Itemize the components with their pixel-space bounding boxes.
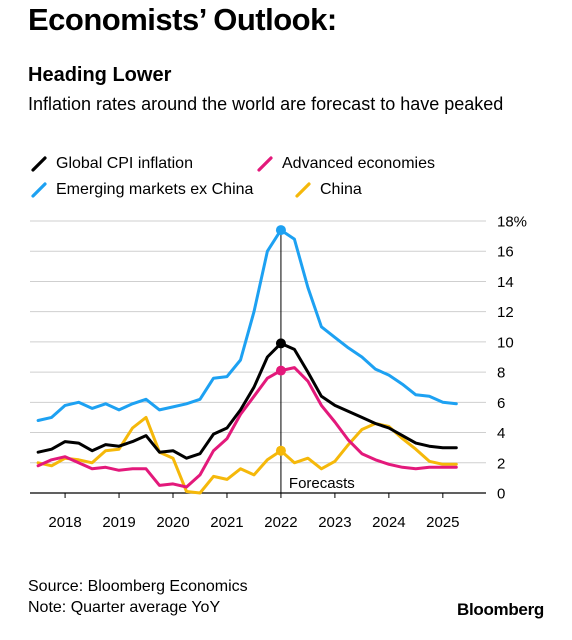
- x-tick-label: 2018: [48, 514, 81, 531]
- legend-item-emerging: Emerging markets ex China: [30, 181, 253, 199]
- y-axis: 18% 16 14 12 10 8 6 4 2 0: [497, 214, 527, 503]
- x-tick-label: 2019: [102, 514, 135, 531]
- y-tick-label: 0: [497, 486, 505, 503]
- x-axis: 2018 2019 2020 2021 2022 2023 2024 2025: [48, 493, 460, 531]
- y-tick-label: 16: [497, 244, 514, 261]
- y-tick-label: 4: [497, 425, 505, 442]
- grid-layer: [30, 220, 486, 494]
- headline: Economists’ Outlook:: [28, 2, 337, 37]
- legend-item-global: Global CPI inflation: [30, 155, 193, 173]
- forecast-divider: Forecasts: [280, 229, 355, 493]
- legend-item-advanced: Advanced economies: [256, 155, 435, 173]
- legend-swatch-global-line: [31, 156, 47, 172]
- x-tick-label: 2020: [156, 514, 189, 531]
- legend-swatch-emerging: [31, 182, 47, 198]
- legend-item-china: China: [294, 181, 362, 199]
- source-note: Source: Bloomberg Economics Note: Quarte…: [28, 576, 248, 618]
- y-tick-label: 6: [497, 395, 505, 412]
- peak-marker-advanced-economies: [275, 365, 286, 376]
- chart-subtitle: Inflation rates around the world are for…: [28, 94, 504, 114]
- legend-label-advanced: Advanced economies: [282, 155, 435, 172]
- legend-label-emerging: Emerging markets ex China: [56, 181, 254, 198]
- y-tick-label: 18%: [497, 214, 527, 231]
- x-tick-label: 2024: [372, 514, 405, 531]
- source-text: Source: Bloomberg Economics: [28, 578, 248, 595]
- legend-swatch-emerging-line: [31, 182, 47, 198]
- legend-swatch-china-line: [295, 182, 311, 198]
- peak-marker-china: [275, 445, 286, 456]
- legend-label-china: China: [320, 181, 362, 198]
- legend-label-global: Global CPI inflation: [56, 155, 193, 172]
- marker-layer: [275, 225, 286, 456]
- x-tick-label: 2025: [426, 514, 459, 531]
- forecast-annotation: Forecasts: [289, 475, 355, 492]
- y-tick-label: 14: [497, 274, 514, 291]
- x-tick-label: 2023: [318, 514, 351, 531]
- series-line-emerging-markets-ex-china: [36, 228, 458, 422]
- bloomberg-logo: Bloomberg: [456, 600, 544, 619]
- chart-title: Heading Lower: [28, 64, 172, 86]
- note-text: Note: Quarter average YoY: [28, 599, 221, 616]
- y-tick-label: 2: [497, 455, 505, 472]
- legend-swatch-advanced-line: [257, 156, 273, 172]
- y-tick-label: 12: [497, 304, 514, 321]
- x-tick-label: 2021: [210, 514, 243, 531]
- peak-marker-emerging-markets-ex-china: [275, 225, 286, 236]
- series-line-global-cpi-inflation: [36, 341, 458, 460]
- series-line-china: [36, 415, 458, 495]
- y-tick-label: 8: [497, 365, 505, 382]
- y-tick-label: 10: [497, 334, 514, 351]
- legend-swatch-global: [31, 156, 47, 172]
- legend-swatch-china: [295, 182, 311, 198]
- x-tick-label: 2022: [264, 514, 297, 531]
- peak-marker-global-cpi-inflation: [275, 338, 286, 349]
- legend-swatch-advanced: [257, 156, 273, 172]
- series-line-advanced-economies: [36, 366, 458, 489]
- series-layer: [36, 228, 458, 495]
